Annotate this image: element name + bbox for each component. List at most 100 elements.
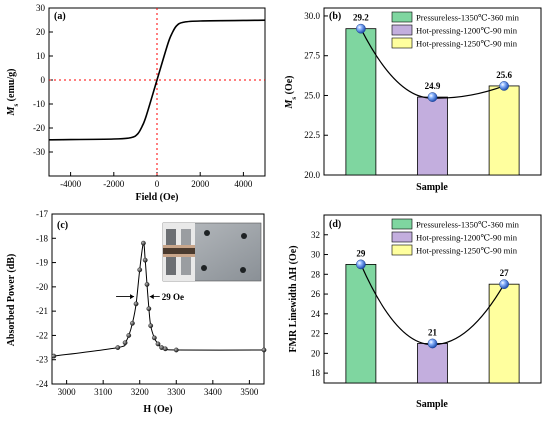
legend-entry-b-3: Hot-pressing-1250℃-90 min: [416, 39, 518, 49]
data-point-c-11: [146, 306, 152, 312]
y-tick-label-a: 20: [36, 27, 46, 37]
data-point-d-1: [356, 259, 366, 270]
y-tick-label-a: -10: [33, 99, 45, 109]
data-point-c-17: [173, 347, 179, 353]
legend-entry-b-2: Hot-pressing-1200℃-90 min: [416, 26, 518, 36]
bar-b-1: [345, 28, 377, 176]
data-point-c-13: [151, 335, 157, 341]
y-tick-label-d: 28: [311, 269, 321, 279]
data-point-c-7: [137, 267, 143, 273]
y-tick-label-b: 27.5: [304, 51, 320, 61]
data-point-b-1: [356, 23, 366, 34]
y-tick-label-d: 20: [311, 348, 321, 358]
x-tick-label-a: -2000: [103, 179, 124, 189]
x-tick-label-c: 3100: [94, 387, 113, 397]
y-tick-label-c: -24: [36, 379, 48, 389]
panel-c-chart: 3000 3100 3200 3300 3400 3500 -24 -23 -22 -21 -20…: [6, 209, 267, 415]
y-tick-label-b: 25.0: [304, 90, 320, 100]
data-point-c-12: [148, 323, 154, 329]
x-tick-label-c: 3200: [131, 387, 150, 397]
linewidth-arrowhead-left: [130, 294, 135, 300]
legend-swatch-b-1: [391, 11, 413, 23]
y-axis-label-d: FMR Linewidth ΔH (Oe): [288, 245, 299, 352]
data-point-c-1: [51, 353, 57, 359]
data-point-c-6: [133, 301, 139, 307]
y-tick-label-b: 30.0: [304, 11, 320, 21]
y-tick-label-d: 22: [311, 329, 320, 339]
y-tick-label-c: -22: [36, 330, 48, 340]
legend-swatch-b-2: [391, 24, 413, 36]
data-point-c-18: [261, 347, 267, 353]
x-tick-label-a: 2000: [191, 179, 210, 189]
panel-a-chart: -4000 -2000 0 2000 4000 -30 -20 -10 0 10 20 30 (a)…: [6, 3, 266, 203]
x-axis-label-b: Sample: [416, 182, 448, 193]
y-tick-label-b: 22.5: [304, 130, 320, 140]
bar-d-2: [417, 343, 448, 384]
legend-swatch-d-3: [391, 244, 413, 256]
data-point-c-9: [142, 257, 148, 263]
data-point-c-8: [141, 240, 146, 246]
y-tick-label-d: 24: [311, 309, 321, 319]
data-label-b-1: 29.2: [353, 13, 369, 23]
data-label-d-2: 21: [428, 327, 438, 337]
data-label-b-3: 25.6: [496, 70, 512, 80]
panel-label-b: (b): [329, 11, 341, 22]
data-point-b-2: [427, 92, 438, 102]
y-axis-label-b: Ms (Oe): [284, 75, 298, 109]
y-tick-label-c: -19: [36, 258, 48, 268]
bar-b-2: [417, 96, 448, 176]
bar-b-3: [488, 85, 520, 176]
data-point-d-3: [499, 279, 509, 290]
data-point-c-5: [130, 320, 135, 326]
y-tick-label-b: 20.0: [304, 170, 320, 180]
sample-photo-inset: [162, 222, 262, 282]
data-point-c-4: [126, 333, 132, 338]
legend-swatch-d-2: [391, 231, 413, 243]
y-tick-label-a: 10: [36, 51, 46, 61]
x-tick-label-c: 3300: [167, 387, 186, 397]
y-tick-label-d: 30: [311, 250, 321, 260]
data-point-c-3: [122, 340, 128, 346]
data-point-d-2: [427, 338, 438, 349]
y-tick-label-c: -23: [36, 355, 48, 365]
plot-frame-c: [51, 213, 265, 385]
y-axis-label-c: Absorbed Power (dB): [6, 254, 17, 347]
data-label-d-3: 27: [500, 268, 510, 278]
linewidth-annotation: 29 Oe: [162, 292, 184, 302]
panel-label-c: (c): [57, 220, 68, 231]
y-tick-label-a: -20: [33, 123, 45, 133]
legend-entry-b-1: Pressureless-1350℃-360 min: [416, 13, 520, 23]
x-tick-label-c: 3500: [240, 387, 259, 397]
data-label-b-2: 24.9: [425, 81, 441, 91]
legend-entry-d-2: Hot-pressing-1200℃-90 min: [416, 233, 518, 243]
x-tick-label-a: 0: [155, 179, 160, 189]
linewidth-arrowhead-right: [149, 294, 154, 300]
panel-b-chart: 29.2 24.9 25.6 20.0 22.5 25.0 27.5 30.0 Pressu…: [284, 7, 542, 193]
x-tick-label-a: 4000: [234, 179, 253, 189]
y-tick-label-d: 32: [311, 230, 320, 240]
x-axis-label-d: Sample: [416, 399, 448, 410]
x-tick-label-a: -4000: [60, 179, 81, 189]
y-tick-label-a: 30: [36, 3, 46, 13]
legend-entry-d-1: Pressureless-1350℃-360 min: [416, 220, 520, 230]
panel-label-a: (a): [54, 11, 66, 22]
data-point-c-2: [115, 345, 121, 350]
bar-d-1: [345, 264, 377, 384]
y-tick-label-a: 0: [41, 75, 46, 85]
y-tick-label-c: -21: [36, 306, 48, 316]
y-tick-label-c: -20: [36, 282, 48, 292]
y-axis-label-a: Ms (emu/g): [6, 69, 20, 117]
data-label-d-1: 29: [356, 248, 366, 258]
x-axis-label-c: H (Oe): [143, 404, 172, 415]
panel-label-d: (d): [329, 219, 341, 230]
legend-entry-d-3: Hot-pressing-1250℃-90 min: [416, 246, 518, 256]
magnetization-curve: [48, 19, 266, 141]
y-tick-label-c: -18: [36, 233, 48, 243]
data-point-c-14: [155, 341, 161, 347]
x-axis-label-a: Field (Oe): [135, 192, 178, 203]
x-tick-label-c: 3400: [204, 387, 223, 397]
legend-swatch-b-3: [391, 37, 413, 49]
legend-swatch-d-1: [391, 218, 413, 230]
y-tick-label-d: 18: [311, 368, 321, 378]
